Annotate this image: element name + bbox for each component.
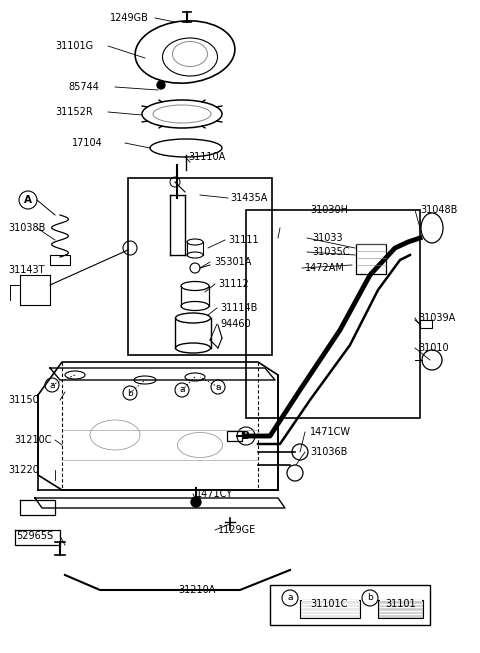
- Text: 1249GB: 1249GB: [110, 13, 149, 23]
- Text: 52965S: 52965S: [16, 531, 53, 541]
- Text: a: a: [179, 385, 185, 394]
- Text: 31210C: 31210C: [14, 435, 51, 445]
- Text: 31114B: 31114B: [220, 303, 257, 313]
- Text: 31035C: 31035C: [312, 247, 349, 257]
- Text: B: B: [242, 431, 250, 441]
- Text: 35301A: 35301A: [214, 257, 252, 267]
- Text: 31010: 31010: [418, 343, 449, 353]
- Bar: [50, 255, 70, 265]
- Text: 31048B: 31048B: [420, 205, 457, 215]
- Text: 31150: 31150: [8, 395, 39, 405]
- Text: 31435A: 31435A: [230, 193, 267, 203]
- Circle shape: [191, 497, 201, 507]
- Text: 1471CY: 1471CY: [196, 489, 233, 499]
- Bar: [420, 320, 432, 328]
- Text: A: A: [24, 195, 32, 205]
- Text: a: a: [287, 594, 293, 603]
- Text: 31030H: 31030H: [310, 205, 348, 215]
- Bar: [227, 431, 242, 441]
- Text: 31110A: 31110A: [188, 152, 225, 162]
- Text: a: a: [49, 381, 55, 389]
- Text: 31112: 31112: [218, 279, 249, 289]
- Bar: [246, 210, 420, 418]
- Text: 31038B: 31038B: [8, 223, 46, 233]
- Text: 31039A: 31039A: [418, 313, 455, 323]
- Bar: [128, 178, 272, 355]
- Text: 31111: 31111: [228, 235, 259, 245]
- Text: b: b: [127, 389, 133, 398]
- Text: 31101: 31101: [385, 599, 416, 609]
- Bar: [356, 244, 386, 274]
- Circle shape: [157, 81, 165, 89]
- Text: 1129GE: 1129GE: [218, 525, 256, 535]
- Text: 31036B: 31036B: [310, 447, 348, 457]
- Text: 31101G: 31101G: [55, 41, 93, 51]
- Text: 85744: 85744: [68, 82, 99, 92]
- Text: 1472AM: 1472AM: [305, 263, 345, 273]
- Bar: [270, 585, 430, 625]
- Text: b: b: [367, 594, 373, 603]
- Text: 31033: 31033: [312, 233, 343, 243]
- Bar: [378, 600, 423, 618]
- Text: 31101C: 31101C: [310, 599, 348, 609]
- Text: 94460: 94460: [220, 319, 251, 329]
- Text: a: a: [215, 383, 221, 392]
- Text: 31152R: 31152R: [55, 107, 93, 117]
- Text: 31220: 31220: [8, 465, 39, 475]
- Text: 17104: 17104: [72, 138, 103, 148]
- Text: 31143T: 31143T: [8, 265, 45, 275]
- Text: 31210A: 31210A: [178, 585, 216, 595]
- Text: 1471CW: 1471CW: [310, 427, 351, 437]
- Bar: [300, 600, 360, 618]
